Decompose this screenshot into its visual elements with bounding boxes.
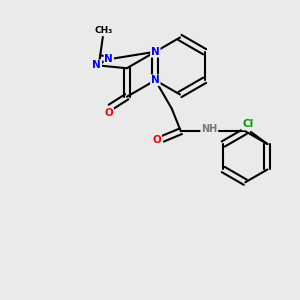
Text: NH: NH: [201, 124, 218, 134]
Text: N: N: [151, 47, 160, 57]
Text: O: O: [152, 135, 161, 145]
Text: CH₃: CH₃: [94, 26, 112, 35]
Text: N: N: [104, 54, 113, 64]
Text: Cl: Cl: [242, 119, 253, 130]
Text: N: N: [151, 75, 160, 85]
Text: O: O: [104, 108, 113, 118]
Text: N: N: [92, 60, 101, 70]
